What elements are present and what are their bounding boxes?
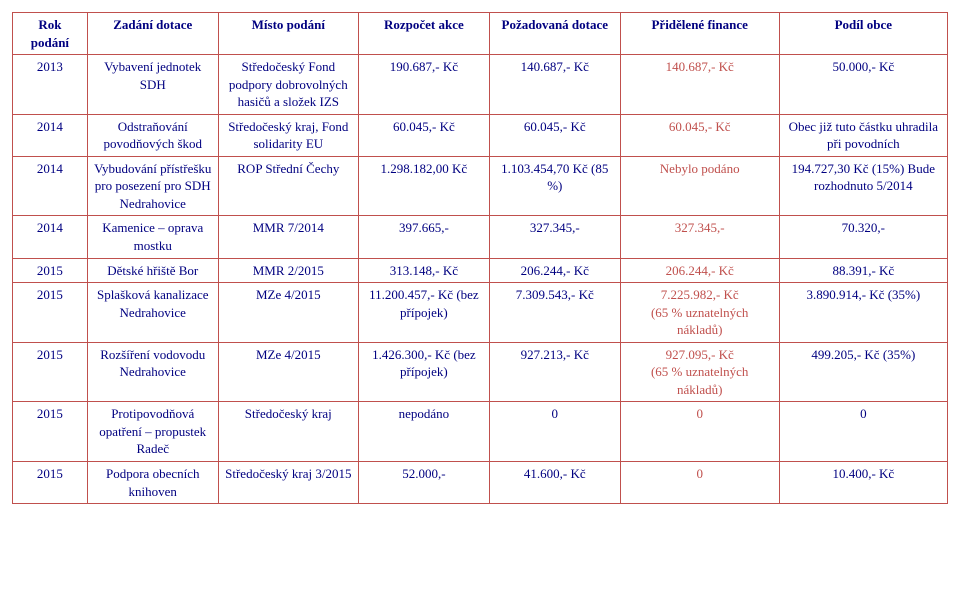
- cell-rozpocet: 190.687,- Kč: [358, 55, 489, 115]
- pridel-value: 206.244,- Kč: [666, 263, 734, 278]
- cell-rozpocet: 1.298.182,00 Kč: [358, 156, 489, 216]
- cell-misto: Středočeský Fond podpory dobrovolných ha…: [218, 55, 358, 115]
- cell-pridel: 206.244,- Kč: [620, 258, 779, 283]
- grants-table: Rok podání Zadání dotace Místo podání Ro…: [12, 12, 948, 504]
- pridel-value: 7.225.982,- Kč: [661, 287, 739, 302]
- cell-misto: MZe 4/2015: [218, 283, 358, 343]
- cell-podil: 3.890.914,- Kč (35%): [779, 283, 947, 343]
- cell-zadani: Dětské hřiště Bor: [87, 258, 218, 283]
- cell-zadani: Podpora obecních knihoven: [87, 462, 218, 504]
- cell-pozad: 327.345,-: [489, 216, 620, 258]
- pridel-sub: (65 % uznatelných nákladů): [651, 305, 748, 338]
- cell-rok: 2015: [13, 342, 88, 402]
- cell-rozpocet: nepodáno: [358, 402, 489, 462]
- cell-misto: Středočeský kraj: [218, 402, 358, 462]
- cell-pridel: 0: [620, 402, 779, 462]
- cell-pozad: 41.600,- Kč: [489, 462, 620, 504]
- th-pridel: Přidělené finance: [620, 13, 779, 55]
- cell-pozad: 1.103.454,70 Kč (85 %): [489, 156, 620, 216]
- cell-misto: Středočeský kraj, Fond solidarity EU: [218, 114, 358, 156]
- cell-pozad: 140.687,- Kč: [489, 55, 620, 115]
- cell-pridel: 7.225.982,- Kč (65 % uznatelných nákladů): [620, 283, 779, 343]
- cell-pridel: 140.687,- Kč: [620, 55, 779, 115]
- cell-pridel: 927.095,- Kč (65 % uznatelných nákladů): [620, 342, 779, 402]
- cell-pridel: Nebylo podáno: [620, 156, 779, 216]
- th-rok: Rok podání: [13, 13, 88, 55]
- cell-pozad: 927.213,- Kč: [489, 342, 620, 402]
- pridel-value: 0: [696, 406, 703, 421]
- cell-rozpocet: 1.426.300,- Kč (bez přípojek): [358, 342, 489, 402]
- table-row: 2015Dětské hřiště BorMMR 2/2015313.148,-…: [13, 258, 948, 283]
- table-row: 2015Protipovodňová opatření – propustek …: [13, 402, 948, 462]
- pridel-value: 327.345,-: [675, 220, 725, 235]
- th-zadani: Zadání dotace: [87, 13, 218, 55]
- cell-zadani: Vybudování přístřešku pro posezení pro S…: [87, 156, 218, 216]
- cell-zadani: Vybavení jednotek SDH: [87, 55, 218, 115]
- header-row: Rok podání Zadání dotace Místo podání Ro…: [13, 13, 948, 55]
- cell-rok: 2015: [13, 462, 88, 504]
- cell-misto: ROP Střední Čechy: [218, 156, 358, 216]
- cell-rozpocet: 397.665,-: [358, 216, 489, 258]
- cell-pozad: 60.045,- Kč: [489, 114, 620, 156]
- pridel-sub: (65 % uznatelných nákladů): [651, 364, 748, 397]
- table-row: 2015Podpora obecních knihovenStředočeský…: [13, 462, 948, 504]
- pridel-value: 60.045,- Kč: [669, 119, 731, 134]
- cell-podil: 10.400,- Kč: [779, 462, 947, 504]
- th-pozad: Požadovaná dotace: [489, 13, 620, 55]
- cell-pozad: 7.309.543,- Kč: [489, 283, 620, 343]
- cell-pridel: 60.045,- Kč: [620, 114, 779, 156]
- cell-rok: 2015: [13, 258, 88, 283]
- cell-rozpocet: 313.148,- Kč: [358, 258, 489, 283]
- pridel-value: Nebylo podáno: [660, 161, 740, 176]
- th-podil: Podíl obce: [779, 13, 947, 55]
- pridel-value: 927.095,- Kč: [666, 347, 734, 362]
- cell-zadani: Splašková kanalizace Nedrahovice: [87, 283, 218, 343]
- cell-podil: 194.727,30 Kč (15%) Bude rozhodnuto 5/20…: [779, 156, 947, 216]
- cell-rok: 2015: [13, 283, 88, 343]
- table-body: 2013Vybavení jednotek SDHStředočeský Fon…: [13, 55, 948, 504]
- cell-rok: 2015: [13, 402, 88, 462]
- th-rozpocet: Rozpočet akce: [358, 13, 489, 55]
- cell-zadani: Protipovodňová opatření – propustek Rade…: [87, 402, 218, 462]
- cell-misto: Středočeský kraj 3/2015: [218, 462, 358, 504]
- cell-rok: 2014: [13, 156, 88, 216]
- cell-rozpocet: 60.045,- Kč: [358, 114, 489, 156]
- cell-pridel: 327.345,-: [620, 216, 779, 258]
- cell-rozpocet: 11.200.457,- Kč (bez přípojek): [358, 283, 489, 343]
- table-row: 2014Kamenice – oprava mostkuMMR 7/201439…: [13, 216, 948, 258]
- cell-pozad: 0: [489, 402, 620, 462]
- cell-podil: 499.205,- Kč (35%): [779, 342, 947, 402]
- cell-pridel: 0: [620, 462, 779, 504]
- cell-misto: MMR 7/2014: [218, 216, 358, 258]
- pridel-value: 0: [696, 466, 703, 481]
- th-misto: Místo podání: [218, 13, 358, 55]
- cell-rok: 2014: [13, 216, 88, 258]
- cell-podil: 50.000,- Kč: [779, 55, 947, 115]
- cell-pozad: 206.244,- Kč: [489, 258, 620, 283]
- table-row: 2015Splašková kanalizace NedrahoviceMZe …: [13, 283, 948, 343]
- cell-zadani: Odstraňování povodňových škod: [87, 114, 218, 156]
- cell-zadani: Rozšíření vodovodu Nedrahovice: [87, 342, 218, 402]
- pridel-value: 140.687,- Kč: [666, 59, 734, 74]
- table-row: 2013Vybavení jednotek SDHStředočeský Fon…: [13, 55, 948, 115]
- table-row: 2014Odstraňování povodňových škodStředoč…: [13, 114, 948, 156]
- cell-rok: 2014: [13, 114, 88, 156]
- cell-podil: 88.391,- Kč: [779, 258, 947, 283]
- cell-podil: 70.320,-: [779, 216, 947, 258]
- cell-rozpocet: 52.000,-: [358, 462, 489, 504]
- cell-misto: MMR 2/2015: [218, 258, 358, 283]
- cell-misto: MZe 4/2015: [218, 342, 358, 402]
- table-row: 2014Vybudování přístřešku pro posezení p…: [13, 156, 948, 216]
- cell-rok: 2013: [13, 55, 88, 115]
- cell-zadani: Kamenice – oprava mostku: [87, 216, 218, 258]
- cell-podil: Obec již tuto částku uhradila při povodn…: [779, 114, 947, 156]
- table-row: 2015Rozšíření vodovodu NedrahoviceMZe 4/…: [13, 342, 948, 402]
- cell-podil: 0: [779, 402, 947, 462]
